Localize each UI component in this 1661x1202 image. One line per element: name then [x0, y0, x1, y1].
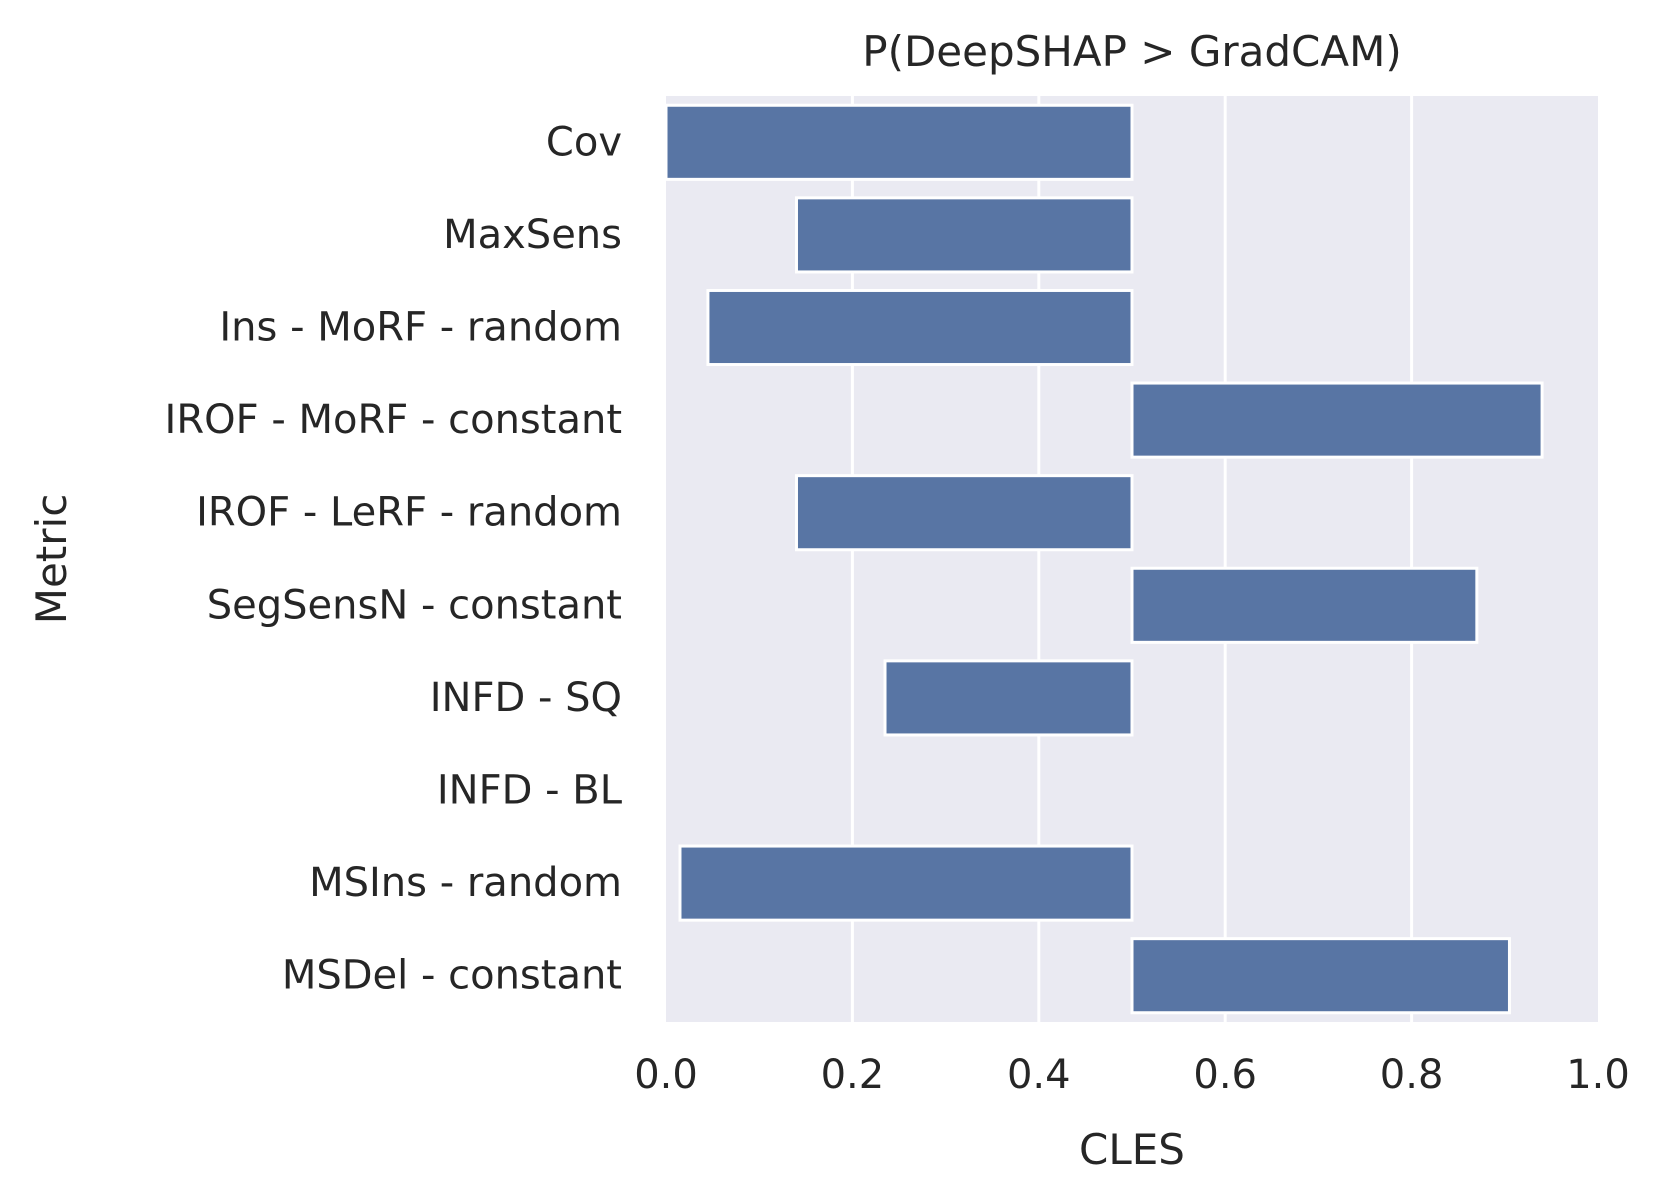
x-tick-label-0: 0.0 — [634, 1052, 698, 1098]
y-tick-label-2: Ins - MoRF - random — [219, 305, 622, 351]
bar-5 — [1130, 566, 1479, 644]
y-tick-label-4: IROF - LeRF - random — [196, 490, 622, 536]
y-tick-label-1: MaxSens — [443, 212, 622, 258]
y-tick-label-5: SegSensN - constant — [207, 582, 622, 628]
y-tick-label-7: INFD - BL — [437, 768, 623, 814]
bars — [664, 103, 1544, 1015]
x-tick-labels: 0.0 0.2 0.4 0.6 0.8 1.0 — [634, 1052, 1630, 1098]
y-tick-label-3: IROF - MoRF - constant — [165, 397, 622, 443]
y-axis-title: Metric — [27, 494, 76, 625]
y-tick-label-9: MSDel - constant — [282, 953, 622, 999]
y-tick-label-8: MSIns - random — [309, 860, 622, 906]
x-axis-title: CLES — [1079, 1125, 1185, 1174]
bar-0 — [664, 103, 1134, 181]
y-tick-label-6: INFD - SQ — [430, 675, 622, 721]
bar-1 — [794, 196, 1134, 274]
bar-4 — [794, 474, 1134, 552]
x-tick-label-2: 0.4 — [1007, 1052, 1071, 1098]
y-tick-label-0: Cov — [546, 119, 622, 165]
bar-3 — [1130, 381, 1544, 459]
y-tick-labels: Cov MaxSens Ins - MoRF - random IROF - MoRF… — [165, 119, 623, 998]
x-tick-label-1: 0.2 — [821, 1052, 885, 1098]
x-tick-label-5: 1.0 — [1566, 1052, 1630, 1098]
bar-8 — [678, 844, 1134, 922]
bar-6 — [883, 659, 1134, 737]
x-tick-label-4: 0.8 — [1380, 1052, 1444, 1098]
bar-9 — [1130, 937, 1511, 1015]
bar-2 — [706, 288, 1134, 367]
chart-title: P(DeepSHAP > GradCAM) — [862, 27, 1401, 76]
x-tick-label-3: 0.6 — [1193, 1052, 1257, 1098]
